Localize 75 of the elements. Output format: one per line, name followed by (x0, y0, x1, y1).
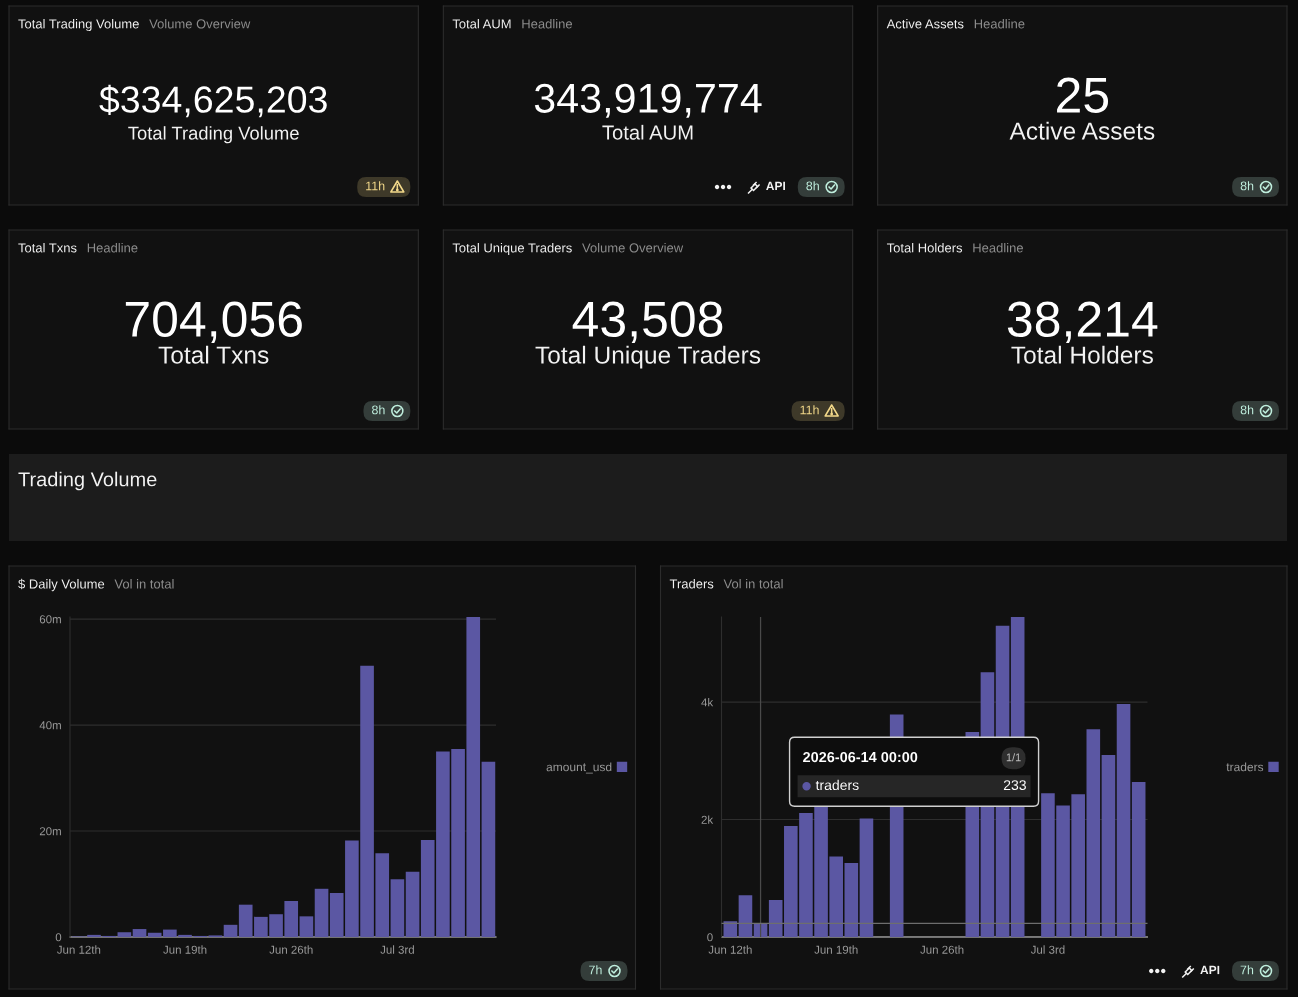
bar (859, 818, 874, 937)
text: Headline (87, 242, 138, 253)
text: 8h (372, 405, 385, 415)
text: Headline (974, 18, 1025, 29)
text: Total Holders (1011, 345, 1153, 364)
text: Total Txns (18, 242, 77, 253)
text: $334,625,203 (99, 84, 327, 118)
chart-title: $ Daily Volume (18, 578, 105, 592)
text: Total Txns (158, 345, 269, 364)
bar (405, 871, 420, 937)
text: 38,214 (1007, 301, 1158, 343)
text: Total Unique Traders (535, 345, 761, 369)
legend-label: amount_usd (546, 762, 612, 774)
text: Active Assets (886, 18, 964, 29)
bar (481, 761, 496, 937)
bar (844, 863, 859, 937)
bar (1101, 754, 1116, 937)
bar (117, 932, 132, 937)
x-tick-label: Jun 26th (269, 945, 313, 954)
text: 7h (1240, 965, 1254, 975)
legend-label: traders (1226, 762, 1264, 772)
text: API (1200, 965, 1220, 975)
text: 25 (1057, 77, 1109, 113)
y-tick-label: 4k (701, 697, 714, 707)
text: 8h (1240, 405, 1254, 415)
x-tick-label: Jun 19th (814, 945, 858, 954)
annotation: traders (815, 779, 859, 791)
x-tick-label: Jun 26th (920, 945, 964, 954)
annotation: 233 (1003, 780, 1026, 791)
x-tick-label: Jul 3rd (380, 945, 414, 954)
bar (1116, 703, 1131, 937)
text: 7h (589, 965, 602, 975)
text: Headline (522, 18, 573, 29)
text: 11h (366, 181, 385, 191)
text: Total AUM (602, 124, 693, 140)
text: 343,919,774 (534, 83, 762, 118)
text: Headline (973, 242, 1023, 253)
text: Total AUM (452, 18, 511, 29)
text: 8h (1240, 181, 1254, 191)
text: 11h (800, 405, 819, 415)
chart-subtitle: Vol in total (114, 579, 174, 589)
text: 8h (806, 181, 819, 191)
y-tick-label: 2k (701, 815, 714, 824)
text: Volume Overview (582, 242, 684, 253)
y-tick-label: 0 (707, 933, 713, 942)
chart-subtitle: Vol in total (723, 578, 783, 589)
text: Total Trading Volume (18, 18, 139, 32)
bar (390, 879, 405, 937)
y-tick-label: 60m (39, 615, 61, 624)
bar (314, 888, 329, 937)
bar (738, 895, 753, 937)
x-tick-label: Jun 12th (56, 945, 101, 954)
bar (299, 916, 314, 937)
bar (132, 929, 147, 937)
annotation: 1/1 (1006, 753, 1021, 762)
x-tick-label: Jul 3rd (1030, 945, 1065, 954)
x-tick-label: Jun 19th (163, 945, 207, 954)
text: API (766, 181, 785, 191)
y-tick-label: 20m (39, 827, 61, 836)
text: Total Holders (886, 242, 963, 253)
chart-title: Traders (669, 578, 714, 589)
text: 43,508 (572, 301, 723, 343)
x-tick-label: Jun 12th (708, 945, 752, 954)
y-tick-label: 40m (39, 721, 61, 730)
text: Trading Volume (18, 471, 157, 491)
bar (223, 924, 238, 937)
bar (1131, 781, 1146, 937)
text: Total Trading Volume (128, 126, 299, 144)
y-tick-label: 0 (55, 933, 62, 942)
text: Active Assets (1009, 121, 1155, 140)
text: 704,056 (125, 301, 302, 343)
annotation: 2026-06-14 00:00 (803, 751, 918, 763)
text: Volume Overview (149, 18, 251, 29)
text: Total Unique Traders (452, 242, 572, 256)
bar (723, 921, 738, 937)
